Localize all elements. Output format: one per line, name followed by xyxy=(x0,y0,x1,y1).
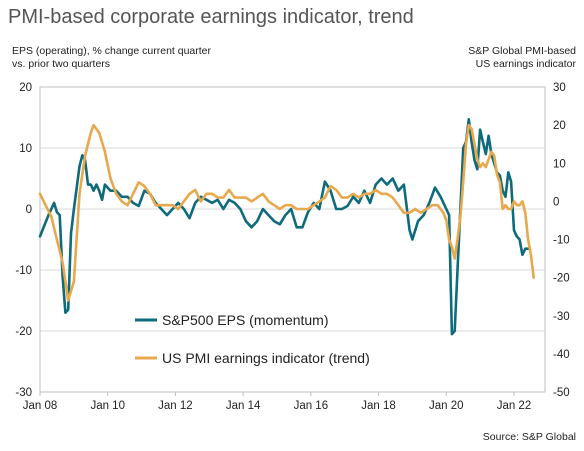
plot-border xyxy=(39,86,546,393)
right-axis-label-line: US earnings indicator xyxy=(475,58,576,70)
right-tick-label: -50 xyxy=(553,387,570,399)
x-tick-label: Jan 16 xyxy=(294,400,329,412)
right-axis-label-line: S&P Global PMI-based xyxy=(468,45,576,57)
left-tick-label: -10 xyxy=(15,265,32,277)
x-tick-label: Jan 12 xyxy=(158,400,193,412)
series-line-eps xyxy=(38,118,530,336)
right-tick-label: 30 xyxy=(553,82,566,94)
left-tick-label: -30 xyxy=(15,387,32,399)
left-axis-label: EPS (operating), % change current quarte… xyxy=(12,45,211,71)
right-tick-label: -20 xyxy=(553,273,570,285)
x-tick-label: Jan 18 xyxy=(361,400,396,412)
left-axis-label-line: EPS (operating), % change current quarte… xyxy=(12,45,212,57)
right-tick-label: -10 xyxy=(553,235,570,247)
x-tick-label: Jan 20 xyxy=(429,400,464,412)
legend-label: S&P500 EPS (momentum) xyxy=(162,312,329,328)
left-tick-label: 20 xyxy=(19,82,32,94)
right-tick-label: -40 xyxy=(553,349,570,361)
right-tick-label: 20 xyxy=(553,120,566,132)
x-tick-label: Jan 08 xyxy=(23,400,58,412)
right-tick-label: 0 xyxy=(553,196,559,208)
legend-label: US PMI earnings indicator (trend) xyxy=(162,350,370,366)
series-line-pmi xyxy=(38,123,535,302)
x-tick-label: Jan 14 xyxy=(226,400,261,412)
left-tick-label: -20 xyxy=(15,326,32,338)
right-axis-label: S&P Global PMI-based US earnings indicat… xyxy=(468,45,576,71)
right-tick-label: -30 xyxy=(553,311,570,323)
left-axis-label-line: vs. prior two quarters xyxy=(12,58,111,70)
chart-title: PMI-based corporate earnings indicator, … xyxy=(8,6,414,28)
x-tick-label: Jan 22 xyxy=(497,400,532,412)
left-tick-label: 0 xyxy=(26,204,32,216)
right-tick-label: 10 xyxy=(553,158,566,170)
left-tick-label: 10 xyxy=(19,143,32,155)
x-tick-label: Jan 10 xyxy=(90,400,125,412)
source-note: Source: S&P Global xyxy=(482,431,576,443)
